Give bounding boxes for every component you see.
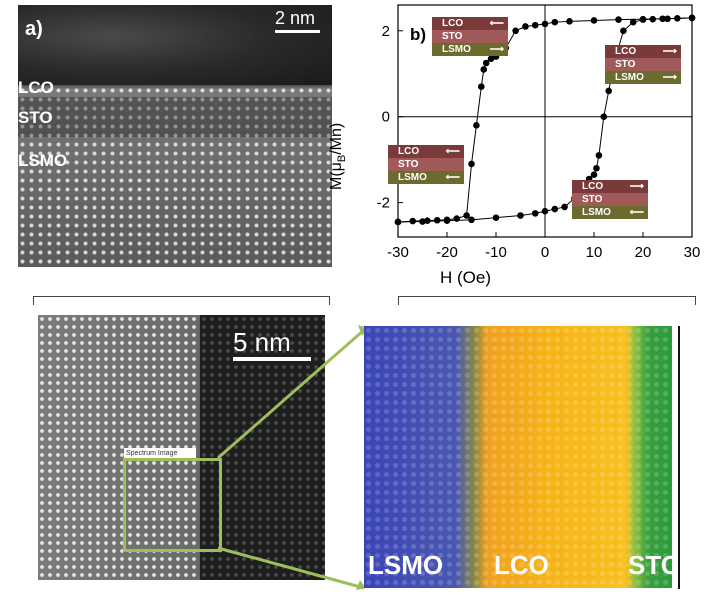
- layer-label-lco: LCO: [18, 78, 54, 97]
- data-point: [595, 152, 603, 159]
- data-point: [629, 18, 637, 26]
- data-point: [517, 212, 524, 219]
- data-point: [674, 15, 681, 22]
- data-point: [522, 23, 529, 30]
- separator-right: [398, 296, 696, 305]
- data-point: [473, 121, 480, 129]
- data-point: [551, 18, 559, 26]
- stack-icon-bottom-right: LCO ⟶ STO LSMO ⟵: [572, 180, 648, 224]
- layer-label-sto: STO: [18, 108, 53, 127]
- data-point: [605, 87, 612, 95]
- data-point: [433, 216, 441, 224]
- data-point: [620, 27, 627, 35]
- data-point: [590, 171, 598, 179]
- y-tick-label: 2: [382, 23, 390, 40]
- data-point: [541, 207, 549, 215]
- x-tick-label: 20: [635, 244, 652, 261]
- data-point: [649, 15, 657, 23]
- data-point: [463, 212, 470, 219]
- data-point: [468, 216, 475, 224]
- data-point: [590, 17, 598, 24]
- scale-bar-a-label: 2 nm: [275, 8, 316, 28]
- data-point: [512, 27, 519, 35]
- scale-bar-c-label: 5 nm: [233, 327, 291, 357]
- map-label-lco: LCO: [494, 550, 549, 580]
- x-tick-label: -10: [485, 244, 507, 261]
- layer-label-lsmo: LSMO: [18, 151, 68, 170]
- data-point: [551, 205, 559, 213]
- data-point: [531, 210, 539, 217]
- data-point: [424, 217, 431, 224]
- data-point: [615, 16, 622, 23]
- data-point: [600, 113, 608, 121]
- data-point: [482, 59, 490, 67]
- data-point: [419, 218, 426, 225]
- data-point: [492, 214, 500, 221]
- data-point: [688, 14, 696, 22]
- data-point: [659, 15, 666, 23]
- data-point: [409, 217, 416, 225]
- data-point: [394, 218, 402, 226]
- data-point: [531, 21, 539, 29]
- x-tick-label: 10: [586, 244, 603, 261]
- data-point: [468, 160, 475, 168]
- tem-image-a: [18, 5, 332, 267]
- map-label-sto: STO: [628, 550, 674, 580]
- panel-a-label: a): [25, 18, 43, 40]
- y-tick-label: 0: [382, 109, 390, 126]
- data-point: [541, 20, 549, 28]
- x-tick-label: -20: [436, 244, 458, 261]
- stack-icon-top-left: LCO ⟵ STO LSMO ⟶: [432, 17, 508, 61]
- y-tick-label: -2: [377, 195, 390, 212]
- separator-left: [33, 296, 330, 305]
- scale-bar-c: [233, 357, 311, 361]
- x-tick-label: 30: [684, 244, 701, 261]
- x-tick-label: 0: [541, 244, 549, 261]
- data-point: [443, 217, 451, 224]
- spectrum-image-tag: Spectrum Image: [124, 448, 196, 459]
- map-label-lsmo: LSMO: [368, 550, 444, 580]
- data-point: [566, 18, 573, 25]
- stack-icon-bottom-left: LCO ⟵ STO LSMO ⟵: [388, 145, 464, 189]
- tem-image-c: [38, 315, 325, 580]
- spectrum-region-box: [123, 458, 222, 552]
- data-point: [480, 66, 488, 73]
- eels-composition-map: [364, 326, 672, 588]
- panel-b-label: b): [410, 25, 426, 44]
- data-point: [593, 164, 600, 172]
- map-right-border: [678, 326, 680, 589]
- data-point: [639, 16, 647, 23]
- data-point: [561, 203, 568, 211]
- x-axis-label: H (Oe): [440, 268, 491, 287]
- data-point: [478, 83, 485, 90]
- stack-icon-top-right: LCO ⟶ STO LSMO ⟶: [605, 45, 681, 89]
- scale-bar-a: [275, 30, 320, 33]
- x-tick-label: -30: [387, 244, 409, 261]
